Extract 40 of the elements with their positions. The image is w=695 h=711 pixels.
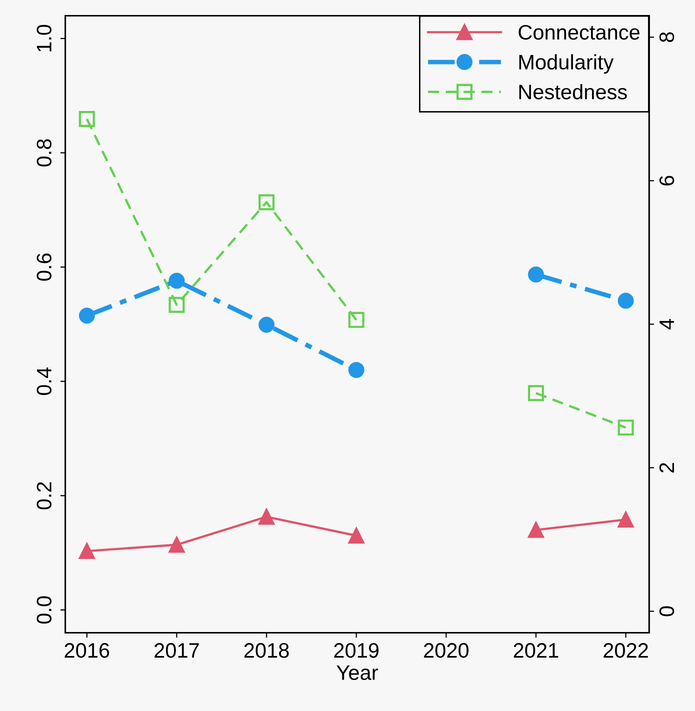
point: [258, 316, 275, 333]
x-tick-label: 2016: [64, 643, 110, 658]
point: [618, 292, 634, 309]
y2-tick-label: 4: [660, 319, 674, 330]
y2-tick-label: 2: [659, 462, 674, 472]
y2-tick-label: 0: [659, 606, 674, 616]
point: [348, 312, 364, 328]
point: [78, 543, 95, 560]
point: [258, 508, 275, 525]
y2-tick-label: 8: [659, 32, 674, 42]
y2-tick-label: 6: [659, 176, 674, 186]
point: [258, 194, 275, 210]
point: [168, 536, 185, 553]
y-tick-label: 1.0: [36, 24, 52, 52]
legend-label: Modularity: [519, 54, 614, 74]
point: [618, 420, 634, 436]
y-tick-label: 0.2: [36, 482, 52, 510]
legend-label: Connectance: [518, 24, 640, 40]
y-tick-label: 0.6: [36, 254, 52, 281]
y-tick-label: 0.8: [36, 139, 52, 166]
point: [528, 385, 544, 402]
point: [348, 362, 364, 378]
legend-label: Nestedness: [519, 84, 627, 100]
y-tick-label: 0.0: [36, 596, 52, 624]
point: [78, 308, 95, 324]
x-tick-label: 2020: [424, 643, 469, 658]
x-axis-title: Year: [336, 665, 378, 680]
x-tick-label: 2022: [604, 643, 648, 658]
y-tick-label: 0.4: [36, 367, 52, 396]
point: [528, 266, 544, 282]
point: [78, 110, 95, 127]
x-tick-label: 2019: [334, 643, 379, 658]
point: [348, 528, 364, 544]
x-tick-label: 2017: [154, 643, 199, 658]
point: [168, 272, 185, 289]
point: [168, 296, 185, 313]
point: [618, 512, 634, 528]
x-tick-label: 2018: [244, 643, 289, 658]
x-tick-label: 2021: [514, 643, 558, 658]
point: [528, 522, 544, 538]
